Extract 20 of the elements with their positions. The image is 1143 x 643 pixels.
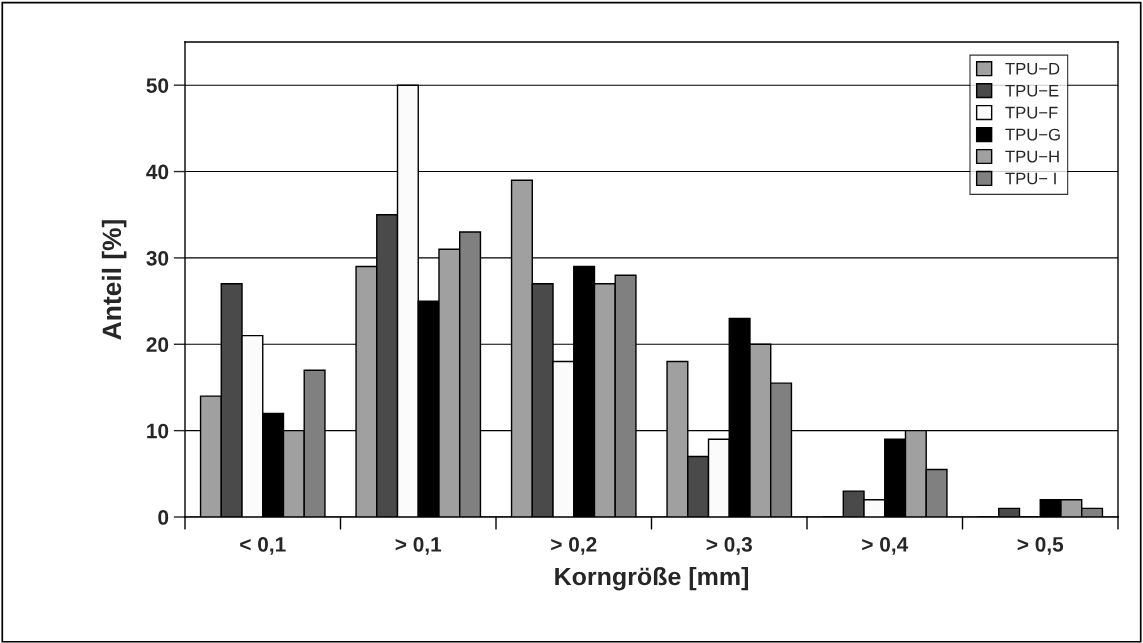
legend-label: TPU−E [1005, 84, 1059, 97]
x-tick-label: > 0,1 [395, 536, 442, 555]
y-tick-label: 10 [147, 423, 169, 439]
legend-label: TPU−F [1005, 106, 1058, 119]
x-tick-label: < 0,1 [240, 536, 286, 555]
y-tick-label: 30 [146, 250, 169, 266]
legend-label: TPU−H [1005, 150, 1059, 163]
y-tick-label: 40 [146, 164, 169, 180]
x-tick-label: > 0,4 [862, 536, 909, 555]
x-axis-title: Korngröße [mm] [555, 566, 749, 591]
legend-label: TPU−D [1005, 62, 1060, 75]
legend-label: TPU−G [1005, 128, 1060, 141]
y-axis-title: Anteil [%] [101, 220, 127, 340]
x-tick-label: > 0,2 [551, 536, 597, 555]
legend-label: TPU− I [1005, 172, 1056, 185]
y-tick-label: 20 [146, 337, 169, 353]
y-tick-label: 50 [146, 78, 169, 93]
x-tick-label: > 0,5 [1017, 536, 1064, 555]
y-tick-label: 0 [158, 510, 169, 525]
x-tick-label: > 0,3 [706, 536, 752, 555]
